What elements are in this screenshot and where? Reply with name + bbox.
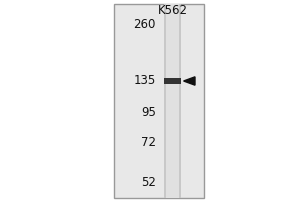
Text: 72: 72 xyxy=(141,137,156,150)
Text: 95: 95 xyxy=(141,106,156,119)
Text: 52: 52 xyxy=(141,176,156,188)
Text: 135: 135 xyxy=(134,74,156,88)
Bar xyxy=(164,4,181,198)
Bar xyxy=(166,4,179,198)
Bar xyxy=(164,78,181,84)
Text: 260: 260 xyxy=(134,18,156,30)
Polygon shape xyxy=(184,77,195,85)
Bar xyxy=(114,4,204,198)
Text: K562: K562 xyxy=(158,4,188,18)
